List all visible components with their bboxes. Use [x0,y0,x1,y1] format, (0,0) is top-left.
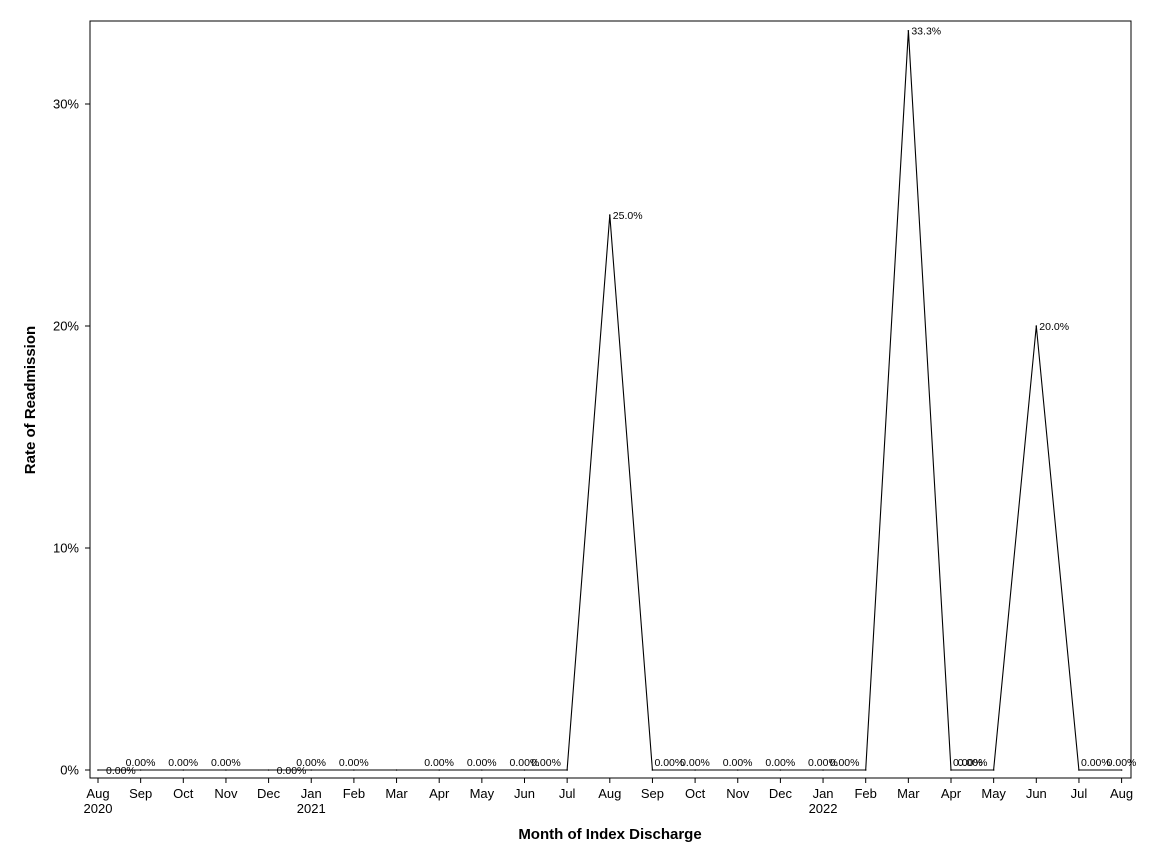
data-point [481,769,483,771]
data-point [694,769,696,771]
data-label: 0.00% [211,757,241,769]
data-point [822,769,824,771]
x-tick-label-month: May [470,786,495,801]
data-label: 0.00% [1081,757,1111,769]
x-tick-label-month: Apr [941,786,962,801]
x-tick-label-month: Jan [301,786,322,801]
x-tick-label-month: Feb [343,786,365,801]
series-line [98,30,1122,771]
x-tick-label-month: Nov [214,786,238,801]
x-tick-label-month: Jun [514,786,535,801]
data-labels: 0.00%0.00% 0.00% 0.00%0.00%0.00% 0.00% 0.00%… [97,26,1136,777]
x-tick-label-month: Jun [1026,786,1047,801]
x-tick-label-month: Dec [769,786,793,801]
y-tick-label: 0% [60,763,79,778]
data-point [1120,769,1123,771]
data-label: 0.00% [467,757,497,769]
x-tick-label-month: Nov [726,786,750,801]
data-point [97,769,99,771]
x-tick-label-year: 2022 [809,801,838,816]
data-point [353,769,355,771]
data-label: 0.00% [680,757,710,769]
data-point [736,769,739,771]
data-point [1035,325,1038,327]
data-label: 0.00% [765,757,795,769]
data-point [864,769,867,771]
data-point [992,769,995,771]
data-label: 0.00% [424,757,454,769]
data-point [139,769,142,771]
data-point [225,769,227,771]
data-label: 0.00% [958,757,988,769]
data-point [566,769,568,771]
x-tick-label-month: Aug [86,786,109,801]
x-tick-label-month: Jul [1071,786,1088,801]
x-tick-label-month: Dec [257,786,281,801]
x-tick-label-month: Oct [685,786,706,801]
x-tick-label-month: May [981,786,1006,801]
x-tick-label-year: 2021 [297,801,326,816]
x-tick-label-month: Aug [598,786,621,801]
data-label: 0.00% [510,757,540,769]
data-point [779,769,782,771]
data-point [950,769,952,771]
x-tick-label-month: Jul [559,786,576,801]
data-label: 33.3% [911,26,941,38]
x-axis-title: Month of Index Discharge [518,826,701,843]
y-axis: 0% 10% 20% 30% [53,97,90,778]
y-tick-label: 30% [53,97,79,112]
data-label: 0.00% [723,757,753,769]
data-label: 0.00% [106,765,136,777]
data-point [395,769,398,771]
data-point [182,769,185,771]
x-tick-label-month: Oct [173,786,194,801]
data-point [1078,769,1080,771]
data-point [523,769,526,771]
data-label: 0.00% [126,757,156,769]
data-label: 25.0% [613,210,643,222]
data-label: 0.00% [296,757,326,769]
data-label: 20.0% [1039,321,1069,333]
data-label: 0.00% [808,757,838,769]
data-point [267,769,270,771]
data-label: 0.00% [168,757,198,769]
x-tick-label-month: Sep [641,786,664,801]
x-tick-label-month: Apr [429,786,450,801]
x-tick-label-month: Aug [1110,786,1133,801]
data-label: 0.00% [953,757,983,769]
x-tick-label-month: Jan [813,786,834,801]
data-label: 0.00% [531,757,561,769]
x-tick-label-month: Feb [854,786,876,801]
y-tick-label: 10% [53,541,79,556]
y-tick-label: 20% [53,319,79,334]
data-label: 0.00% [830,757,860,769]
y-axis-title: Rate of Readmission [22,326,39,474]
data-point [438,769,441,771]
data-label: 0.00% [277,765,307,777]
data-point [609,214,611,216]
x-tick-label-month: Mar [385,786,408,801]
data-label: 0.00% [1107,757,1137,769]
plot-frame [89,20,1132,779]
x-tick-label-year: 2020 [84,801,113,816]
x-tick-label-month: Sep [129,786,152,801]
x-tick-label-month: Mar [897,786,920,801]
data-point [310,769,313,771]
data-label: 0.00% [654,757,684,769]
data-point [907,29,910,32]
data-point [651,769,654,771]
data-label: 0.00% [339,757,369,769]
